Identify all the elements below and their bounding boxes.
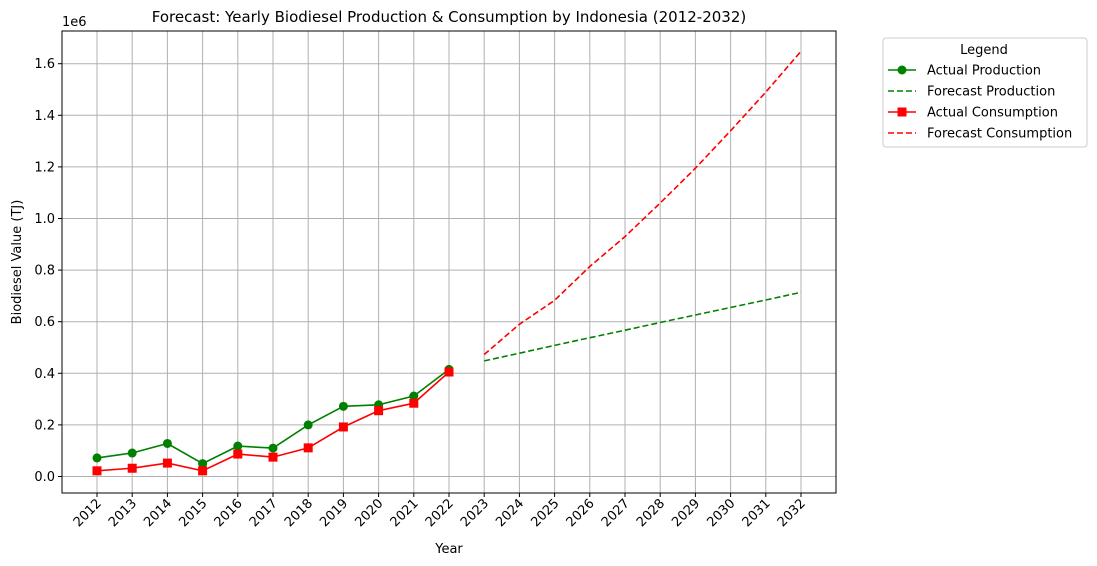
data-point [303,420,313,430]
x-tick-label: 2031 [740,496,774,530]
x-tick-label: 2028 [634,496,668,530]
legend-item-forecast-consumption: Forecast Consumption [888,127,1072,142]
y-axis: 0.0 0.2 0.4 0.6 0.8 1.0 1.2 1.4 1.6 [34,57,62,485]
y-axis-label: Biodiesel Value (TJ) [10,200,25,325]
x-tick-label: 2032 [775,496,809,530]
x-tick-label: 2025 [528,496,562,530]
legend-label: Actual Production [927,64,1041,79]
y-tick-label: 0.0 [34,470,55,485]
x-tick-label: 2016 [212,496,246,530]
legend-item-actual-consumption: Actual Consumption [888,106,1058,121]
data-point [409,398,419,408]
x-tick-label: 2026 [564,496,598,530]
x-axis-label: Year [434,542,463,557]
x-tick-label: 2013 [106,496,140,530]
data-point [268,452,278,462]
x-tick-label: 2012 [71,496,105,530]
series-layer [92,50,802,476]
x-tick-label: 2027 [599,496,633,530]
data-point [92,453,102,463]
legend-item-forecast-production: Forecast Production [888,85,1055,100]
y-tick-label: 0.6 [34,315,55,330]
x-tick-label: 2015 [176,496,210,530]
data-point [338,422,348,432]
legend-marker [897,65,907,75]
series-actual-consumption [92,367,454,476]
series-line-forecast-consumption [483,50,802,356]
data-point [409,391,419,401]
legend-title: Legend [960,43,1008,58]
x-tick-label: 2018 [282,496,316,530]
x-tick-label: 2019 [317,496,351,530]
x-tick-label: 2024 [493,496,527,530]
x-tick-label: 2030 [704,496,738,530]
data-point [303,443,313,453]
y-tick-label: 0.8 [34,264,55,279]
y-tick-label: 1.0 [34,212,55,227]
y-offset-label: 1e6 [62,15,87,30]
y-tick-label: 1.4 [34,109,55,124]
data-point [127,448,137,458]
data-point [198,459,208,469]
chart-title: Forecast: Yearly Biodiesel Production & … [152,8,747,26]
data-point [162,438,172,448]
data-point [198,466,208,476]
x-tick-label: 2022 [423,496,457,530]
y-tick-label: 1.6 [34,57,55,72]
legend-marker [897,107,907,117]
x-tick-label: 2029 [669,496,703,530]
legend-label: Actual Consumption [927,106,1058,121]
y-tick-label: 1.2 [34,160,55,175]
x-tick-label: 2021 [388,496,422,530]
data-point [162,458,172,468]
legend-box [882,37,1088,148]
legend-item-actual-production: Actual Production [888,64,1041,79]
y-tick-label: 0.2 [34,418,55,433]
series-line-forecast-production [484,291,802,362]
x-tick-label: 2017 [247,496,281,530]
series-forecast-consumption [483,50,802,356]
legend-label: Forecast Production [927,85,1055,100]
series-forecast-production [484,291,802,362]
data-point [233,441,243,451]
legend-label: Forecast Consumption [927,127,1072,142]
legend: Legend Actual Production Forecast Product… [882,37,1088,148]
data-point [127,463,137,473]
data-point [92,466,102,476]
grid [62,31,836,493]
series-actual-production [92,364,454,469]
x-tick-label: 2020 [352,496,386,530]
data-point [444,367,454,377]
y-tick-label: 0.4 [34,367,55,382]
data-point [338,401,348,411]
x-axis: 2012 2013 2014 2015 2016 2017 2018 2019 2020 2021… [71,493,809,530]
x-tick-label: 2014 [141,496,175,530]
data-point [268,443,278,453]
x-tick-label: 2023 [458,496,492,530]
data-point [233,449,243,459]
data-point [374,406,384,416]
